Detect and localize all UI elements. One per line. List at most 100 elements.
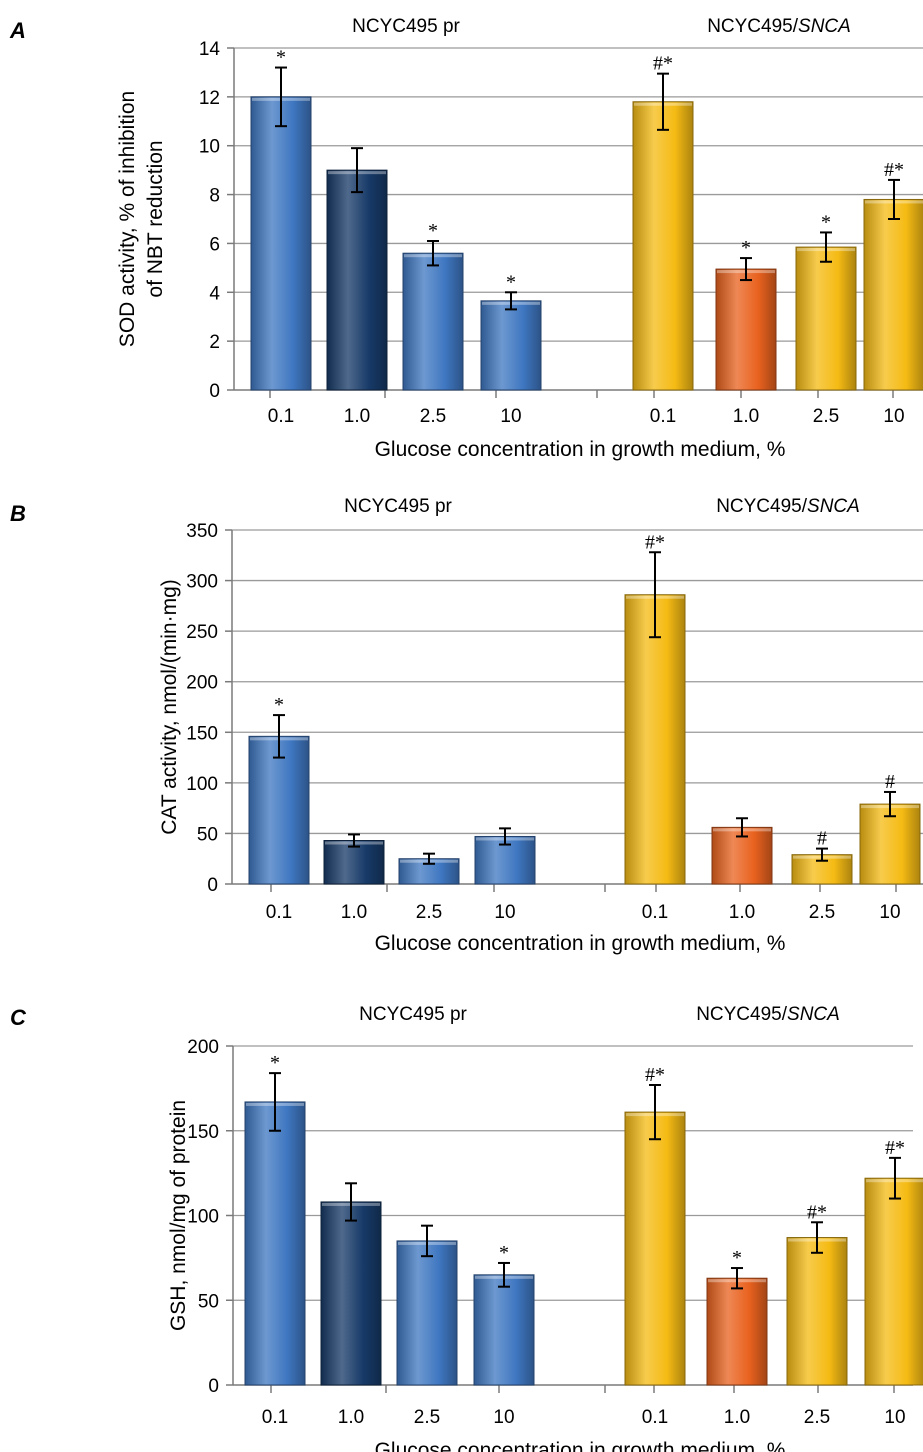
y-tick-label: 250	[186, 622, 218, 643]
panel-letter: A	[9, 18, 26, 43]
y-tick-label: 8	[209, 186, 220, 207]
significance-mark: *	[428, 220, 438, 242]
y-tick-label: 100	[186, 774, 218, 795]
significance-mark: #*	[885, 1137, 905, 1159]
group-title: NCYC495 pr	[344, 496, 452, 517]
x-axis-title: Glucose concentration in growth medium, …	[375, 1439, 786, 1452]
chart-panel-b: B 0 50 100 150 200 250 300 350 NCYC495 pr NCYC495/…	[10, 496, 923, 955]
x-axis-title: Glucose concentration in growth medium, …	[375, 932, 786, 955]
significance-mark: *	[274, 694, 284, 716]
y-tick-label: 350	[186, 521, 218, 542]
significance-mark: #	[885, 771, 895, 793]
y-tick-label: 10	[199, 137, 220, 158]
x-tick-label: 1.0	[729, 902, 755, 923]
chart-panel-c: C 0 50 100 150 200 NCYC495 pr NCYC495/SNCA * 0.1 1…	[10, 1004, 923, 1452]
significance-mark: *	[499, 1242, 509, 1264]
significance-mark: *	[270, 1052, 280, 1074]
x-tick-label: 0.1	[642, 902, 668, 923]
significance-mark: #*	[645, 1064, 665, 1086]
bar	[250, 96, 312, 391]
x-axis-title: Glucose concentration in growth medium, …	[375, 438, 786, 461]
chart-panel-a: A 0 2 4 6 8 10 12 14 NCYC495 pr NCYC495/SNCA * 0.1 1.…	[9, 16, 923, 461]
y-tick-label: 200	[186, 673, 218, 694]
x-tick-label: 0.1	[262, 1407, 288, 1428]
significance-mark: #	[817, 828, 827, 850]
y-tick-label: 0	[207, 875, 218, 896]
bar	[859, 803, 921, 885]
y-tick-label: 6	[209, 234, 220, 255]
bar	[795, 246, 857, 391]
x-tick-label: 2.5	[804, 1407, 830, 1428]
y-axis-title: GSH, nmol/mg of protein	[167, 1100, 190, 1331]
bar	[480, 300, 542, 391]
group-title: NCYC495/SNCA	[707, 16, 851, 37]
significance-mark: *	[506, 271, 516, 293]
y-tick-label: 0	[208, 1376, 219, 1397]
significance-mark: *	[276, 47, 286, 69]
bar	[402, 252, 464, 391]
x-tick-label: 1.0	[341, 902, 367, 923]
y-tick-label: 4	[209, 283, 220, 304]
x-tick-label: 1.0	[338, 1407, 364, 1428]
bar	[624, 1111, 686, 1386]
y-tick-label: 50	[197, 824, 218, 845]
x-tick-label: 10	[500, 406, 521, 427]
group-title-gene: SNCA	[798, 16, 851, 37]
bar	[864, 1177, 923, 1386]
bar	[473, 1274, 535, 1386]
x-tick-label: 2.5	[809, 902, 835, 923]
significance-mark: *	[741, 237, 751, 259]
group-title-gene: SNCA	[787, 1004, 840, 1025]
bar	[244, 1101, 306, 1386]
x-tick-label: 10	[494, 902, 515, 923]
panel-letter: B	[10, 501, 26, 526]
x-tick-label: 10	[879, 902, 900, 923]
group-title-prefix: NCYC495/	[696, 1004, 788, 1025]
bar	[706, 1277, 768, 1386]
y-tick-label: 150	[186, 723, 218, 744]
y-axis-title: SOD activity, % of inhibition	[116, 91, 139, 347]
bar	[632, 101, 694, 391]
x-tick-label: 2.5	[414, 1407, 440, 1428]
x-tick-label: 10	[883, 406, 904, 427]
group-title: NCYC495 pr	[352, 16, 460, 37]
significance-mark: #*	[884, 159, 904, 181]
significance-mark: *	[821, 211, 831, 233]
y-tick-label: 300	[186, 572, 218, 593]
bar	[624, 594, 686, 885]
x-tick-label: 0.1	[650, 406, 676, 427]
y-tick-label: 50	[198, 1291, 219, 1312]
x-tick-label: 10	[884, 1407, 905, 1428]
group-title-prefix: NCYC495/	[707, 16, 799, 37]
y-axis-title: of NBT reduction	[144, 140, 167, 297]
bar	[323, 840, 385, 885]
x-tick-label: 1.0	[733, 406, 759, 427]
y-tick-label: 2	[209, 332, 220, 353]
group-title-prefix: NCYC495/	[716, 496, 808, 517]
y-tick-label: 100	[187, 1207, 219, 1228]
bar	[786, 1237, 848, 1386]
y-tick-label: 14	[199, 39, 221, 60]
significance-mark: #*	[653, 53, 673, 75]
group-title: NCYC495/SNCA	[716, 496, 860, 517]
bar	[326, 169, 388, 391]
significance-mark: *	[732, 1247, 742, 1269]
y-tick-label: 150	[187, 1122, 219, 1143]
y-tick-label: 12	[199, 88, 220, 109]
group-title: NCYC495/SNCA	[696, 1004, 840, 1025]
bar	[320, 1201, 382, 1386]
x-tick-label: 2.5	[420, 406, 446, 427]
bar	[396, 1240, 458, 1386]
x-tick-label: 1.0	[724, 1407, 750, 1428]
bar	[715, 268, 777, 391]
significance-mark: #*	[645, 531, 665, 553]
x-tick-label: 2.5	[813, 406, 839, 427]
y-tick-label: 0	[209, 381, 220, 402]
x-tick-label: 0.1	[642, 1407, 668, 1428]
x-tick-label: 2.5	[416, 902, 442, 923]
bar	[248, 735, 310, 885]
significance-mark: #*	[807, 1201, 827, 1223]
group-title: NCYC495 pr	[359, 1004, 467, 1025]
group-title-gene: SNCA	[807, 496, 860, 517]
